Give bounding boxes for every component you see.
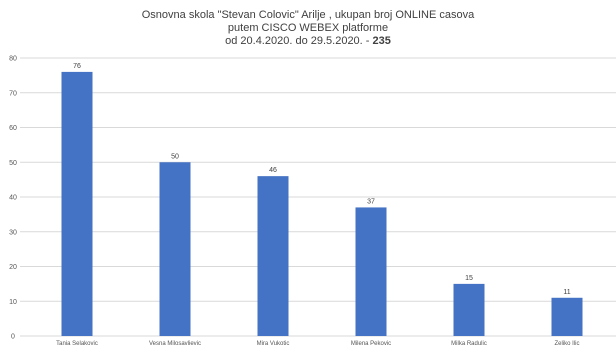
- y-tick-label: 10: [9, 299, 17, 306]
- chart-title-line-2: putem CISCO WEBEX platforme: [227, 22, 389, 34]
- bars: [61, 71, 583, 337]
- y-tick-label: 40: [9, 195, 17, 202]
- category-label: Zeljko Ilic: [554, 341, 579, 345]
- chart-title: Osnovna skola "Stevan Colovic" Arilje , …: [0, 9, 616, 48]
- data-label: 37: [367, 198, 375, 205]
- bar: [257, 176, 289, 336]
- category-label: Tanja Selakovic: [56, 341, 98, 345]
- bar: [61, 71, 93, 337]
- category-label: Mira Vukotic: [257, 341, 290, 345]
- bar: [453, 283, 485, 336]
- chart-title-line-1: Osnovna skola "Stevan Colovic" Arilje , …: [141, 9, 475, 21]
- chart-title-date-range: od 20.4.2020. do 29.5.2020. -: [225, 35, 370, 47]
- data-label: 76: [73, 63, 81, 70]
- y-tick-label: 30: [9, 229, 17, 236]
- y-tick-label: 60: [9, 125, 17, 132]
- y-tick-label: 50: [9, 160, 17, 167]
- category-label: Vesna Milosavljevic: [149, 341, 201, 345]
- y-tick-label: 0: [11, 334, 15, 341]
- y-axis-tick-labels: 0 10 20 30 40 50 60 70 80: [9, 56, 17, 341]
- bar: [159, 162, 191, 336]
- chart-title-total: 235: [372, 35, 391, 47]
- x-axis-category-labels: Tanja Selakovic Vesna Milosavljevic Mira V…: [56, 341, 579, 345]
- data-label: 11: [563, 289, 570, 296]
- bar: [355, 207, 387, 336]
- bar: [551, 297, 583, 336]
- y-tick-label: 20: [9, 264, 17, 271]
- category-label: Milka Radulic: [451, 341, 487, 345]
- y-tick-label: 70: [9, 90, 17, 97]
- category-label: Milena Pekovic: [351, 341, 391, 345]
- data-labels: 76 50 46 37 15 11: [73, 63, 571, 296]
- data-label: 15: [465, 275, 473, 282]
- data-label: 50: [171, 153, 179, 160]
- chart-title-line-3: od 20.4.2020. do 29.5.2020. - 235: [0, 35, 616, 48]
- grid-lines: [20, 57, 616, 337]
- data-label: 46: [269, 167, 277, 174]
- y-tick-label: 80: [9, 56, 17, 63]
